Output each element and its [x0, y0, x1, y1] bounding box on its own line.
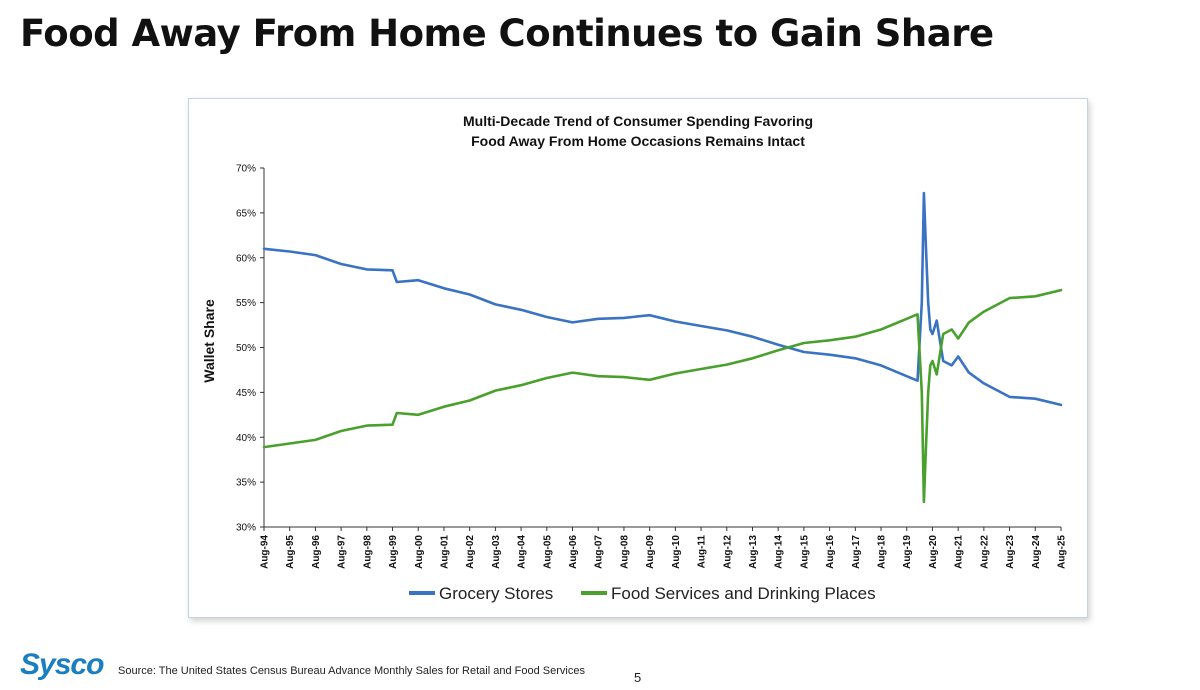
x-tick-label: Aug-98 — [362, 535, 373, 569]
legend-label-food-services: Food Services and Drinking Places — [611, 584, 876, 603]
x-tick-label: Aug-04 — [517, 535, 528, 569]
x-tick-label: Aug-11 — [697, 535, 708, 569]
x-tick-label: Aug-08 — [619, 535, 630, 569]
x-tick-label: Aug-95 — [285, 535, 296, 569]
x-tick-label: Aug-01 — [439, 535, 450, 569]
chart-title-line-1: Multi-Decade Trend of Consumer Spending … — [463, 113, 813, 129]
x-tick-label: Aug-97 — [337, 535, 348, 569]
legend-label-grocery: Grocery Stores — [439, 584, 553, 603]
x-tick-label: Aug-99 — [388, 535, 399, 569]
x-tick-label: Aug-03 — [491, 535, 502, 569]
y-tick-label: 55% — [236, 298, 256, 309]
x-tick-label: Aug-07 — [594, 535, 605, 569]
x-tick-label: Aug-19 — [902, 535, 913, 569]
x-tick-label: Aug-24 — [1031, 535, 1042, 569]
y-tick-label: 40% — [236, 433, 256, 444]
chart-axes: 30% 35% 40% 45% 50% 55% 60% 65% 70% Aug-94 Aug-95 A… — [236, 164, 1068, 569]
sysco-logo: Sysco — [20, 648, 104, 681]
x-tick-label: Aug-96 — [311, 535, 322, 569]
x-tick-label: Aug-14 — [774, 535, 785, 569]
series-line-grocery-stores — [262, 191, 1063, 407]
x-tick-label: Aug-02 — [465, 535, 476, 569]
x-tick-label: Aug-16 — [825, 535, 836, 569]
x-tick-label: Aug-20 — [928, 535, 939, 569]
chart-frame: Multi-Decade Trend of Consumer Spending … — [188, 98, 1088, 618]
x-tick-label: Aug-06 — [568, 535, 579, 569]
page-number: 5 — [634, 670, 642, 685]
y-tick-label: 60% — [236, 253, 256, 264]
x-tick-label: Aug-12 — [722, 535, 733, 569]
line-chart: Multi-Decade Trend of Consumer Spending … — [201, 113, 1068, 603]
chart-title-line-2: Food Away From Home Occasions Remains In… — [471, 133, 805, 149]
x-tick-label: Aug-17 — [851, 535, 862, 569]
x-tick-label: Aug-25 — [1057, 535, 1068, 569]
x-tick-label: Aug-22 — [979, 535, 990, 569]
y-tick-label: 65% — [236, 208, 256, 219]
y-axis-label: Wallet Share — [201, 299, 217, 383]
series-line-food-services — [262, 288, 1063, 504]
source-note: Source: The United States Census Bureau … — [118, 665, 585, 677]
x-tick-label: Aug-13 — [748, 535, 759, 569]
x-tick-label: Aug-15 — [799, 535, 810, 569]
y-tick-label: 45% — [236, 388, 256, 399]
x-tick-label: Aug-05 — [542, 535, 553, 569]
y-tick-label: 30% — [236, 523, 256, 534]
x-tick-label: Aug-23 — [1005, 535, 1016, 569]
y-tick-label: 50% — [236, 343, 256, 354]
y-tick-label: 70% — [236, 164, 256, 175]
chart-series — [262, 191, 1063, 504]
x-tick-label: Aug-94 — [260, 535, 271, 569]
x-tick-label: Aug-09 — [645, 535, 656, 569]
legend: Grocery Stores Food Services and Drinkin… — [409, 584, 876, 603]
x-tick-label: Aug-18 — [877, 535, 888, 569]
x-tick-label: Aug-10 — [671, 535, 682, 569]
y-tick-label: 35% — [236, 478, 256, 489]
x-tick-label: Aug-21 — [954, 535, 965, 569]
x-tick-label: Aug-00 — [414, 535, 425, 569]
page-headline: Food Away From Home Continues to Gain Sh… — [20, 12, 994, 55]
